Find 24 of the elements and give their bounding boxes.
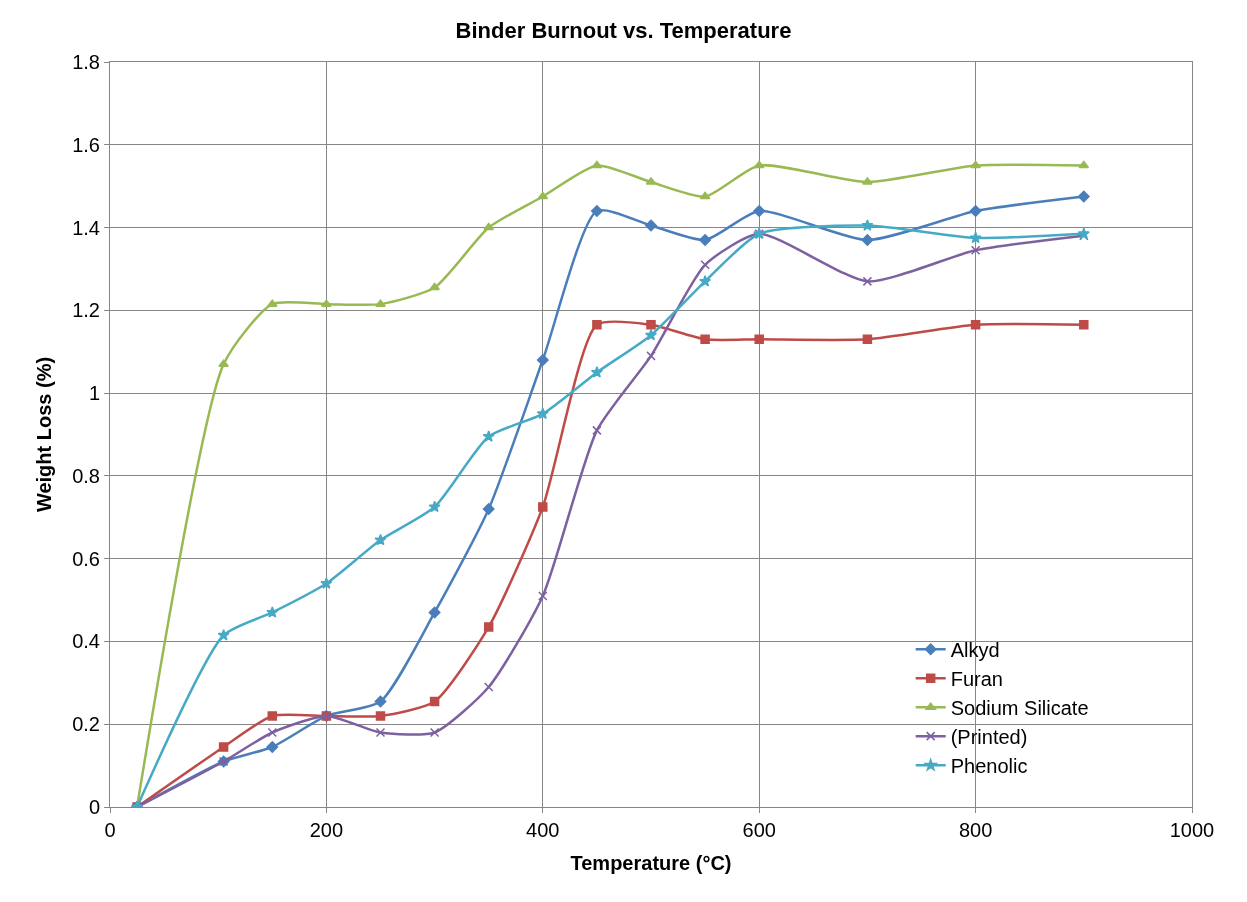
y-tick-label: 1	[88, 382, 100, 405]
legend-label: Sodium Silicate	[950, 696, 1089, 719]
x-tick-label: 1000	[1169, 819, 1215, 841]
x-tick-label: 200	[309, 819, 344, 841]
x-tick-label: 600	[742, 819, 776, 841]
chart-title: Binder Burnout vs. Temperature	[455, 17, 792, 43]
y-tick-label: 0.6	[72, 547, 100, 570]
y-tick-label: 0.2	[72, 713, 100, 736]
y-tick-label: 1.6	[72, 133, 100, 156]
y-tick-label: 1.8	[72, 51, 100, 73]
y-tick-label: 0	[88, 796, 100, 818]
legend-label: Alkyd	[950, 638, 1000, 661]
y-tick-label: 0.8	[72, 464, 100, 487]
x-tick-label: 800	[958, 819, 993, 841]
legend-label: Furan	[950, 667, 1003, 690]
y-tick-label: 1.4	[72, 216, 100, 239]
y-tick-label: 0.4	[72, 630, 100, 653]
x-tick-label: 400	[526, 819, 560, 841]
y-axis-title: Weight Loss (%)	[32, 356, 55, 513]
x-tick-label: 0	[104, 819, 116, 841]
x-axis-title: Temperature (°C)	[570, 851, 732, 874]
legend-label: Phenolic	[950, 754, 1028, 777]
y-tick-label: 1.2	[72, 299, 100, 322]
legend-label: (Printed)	[950, 725, 1028, 748]
